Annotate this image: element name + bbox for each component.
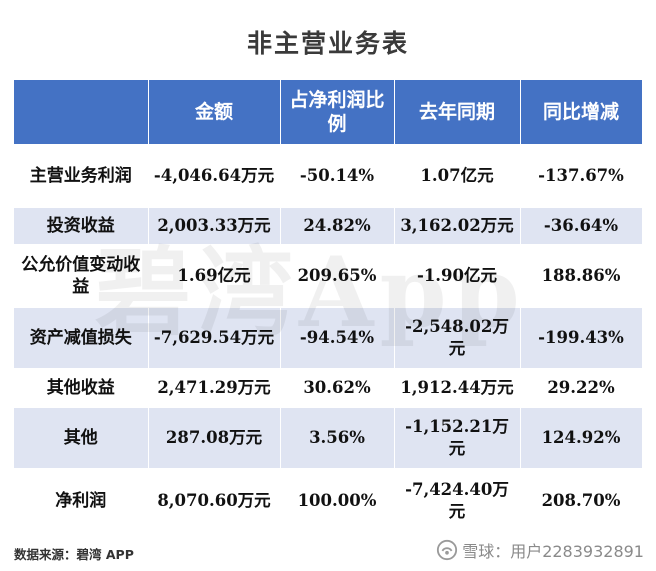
- header-cell: 同比增减: [520, 80, 643, 145]
- table-cell: 124.92%: [520, 406, 643, 469]
- table-cell: 188.86%: [520, 244, 643, 307]
- table-row: 其他收益 2,471.29万元 30.62% 1,912.44万元 29.22%: [14, 368, 643, 407]
- table-row: 其他 287.08万元 3.56% -1,152.21万元 124.92%: [14, 406, 643, 469]
- header-cell: [14, 80, 149, 145]
- table-row: 主营业务利润 -4,046.64万元 -50.14% 1.07亿元 -137.67%: [14, 144, 643, 207]
- table-cell: 287.08万元: [148, 406, 281, 469]
- table-cell: 3.56%: [280, 406, 395, 469]
- row-label: 其他收益: [14, 368, 149, 407]
- table-cell: 1,912.44万元: [394, 368, 521, 407]
- table-cell: -7,424.40万元: [394, 468, 521, 531]
- table-cell: 208.70%: [520, 468, 643, 531]
- table-cell: 29.22%: [520, 368, 643, 407]
- table-cell: -2,548.02万元: [394, 306, 521, 369]
- table-cell: -94.54%: [280, 306, 395, 369]
- table-cell: -137.67%: [520, 144, 643, 207]
- table-cell: 8,070.60万元: [148, 468, 281, 531]
- source-note: 数据来源：碧湾 APP: [14, 547, 134, 562]
- table-cell: -50.14%: [280, 144, 395, 207]
- table-cell: -4,046.64万元: [148, 144, 281, 207]
- row-label: 投资收益: [14, 206, 149, 245]
- row-label: 公允价值变动收益: [14, 244, 149, 307]
- table-row: 净利润 8,070.60万元 100.00% -7,424.40万元 208.70%: [14, 468, 643, 531]
- row-label: 主营业务利润: [14, 144, 149, 207]
- data-table: 金额 占净利润比例 去年同期 同比增减 主营业务利润 -4,046.64万元 -50…: [14, 80, 643, 531]
- header-cell: 去年同期: [394, 80, 521, 145]
- logo-text: 雪球：用户2283932891: [462, 542, 644, 561]
- xueqiu-logo: 雪球：用户2283932891: [436, 538, 644, 562]
- row-label: 资产减值损失: [14, 306, 149, 369]
- header-cell: 占净利润比例: [280, 80, 395, 145]
- table-cell: -199.43%: [520, 306, 643, 369]
- table-cell: 3,162.02万元: [394, 206, 521, 245]
- table-cell: 209.65%: [280, 244, 395, 307]
- table-cell: -36.64%: [520, 206, 643, 245]
- snowball-icon: [437, 539, 458, 561]
- table-cell: 1.69亿元: [148, 244, 281, 307]
- header-row: 金额 占净利润比例 去年同期 同比增减: [14, 80, 643, 145]
- table-row: 公允价值变动收益 1.69亿元 209.65% -1.90亿元 188.86%: [14, 244, 643, 307]
- table-row: 资产减值损失 -7,629.54万元 -94.54% -2,548.02万元 -199.…: [14, 306, 643, 369]
- row-label: 净利润: [14, 468, 149, 531]
- chart-title: 非主营业务表: [246, 29, 409, 58]
- header-cell: 金额: [148, 80, 281, 145]
- table-cell: 1.07亿元: [394, 144, 521, 207]
- table-cell: -7,629.54万元: [148, 306, 281, 369]
- row-label: 其他: [14, 406, 149, 469]
- table-cell: 30.62%: [280, 368, 395, 407]
- table-cell: -1.90亿元: [394, 244, 521, 307]
- table-cell: 100.00%: [280, 468, 395, 531]
- table-cell: 2,003.33万元: [148, 206, 281, 245]
- table-cell: 24.82%: [280, 206, 395, 245]
- table-cell: -1,152.21万元: [394, 406, 521, 469]
- table-row: 投资收益 2,003.33万元 24.82% 3,162.02万元 -36.64%: [14, 206, 643, 245]
- table-cell: 2,471.29万元: [148, 368, 281, 407]
